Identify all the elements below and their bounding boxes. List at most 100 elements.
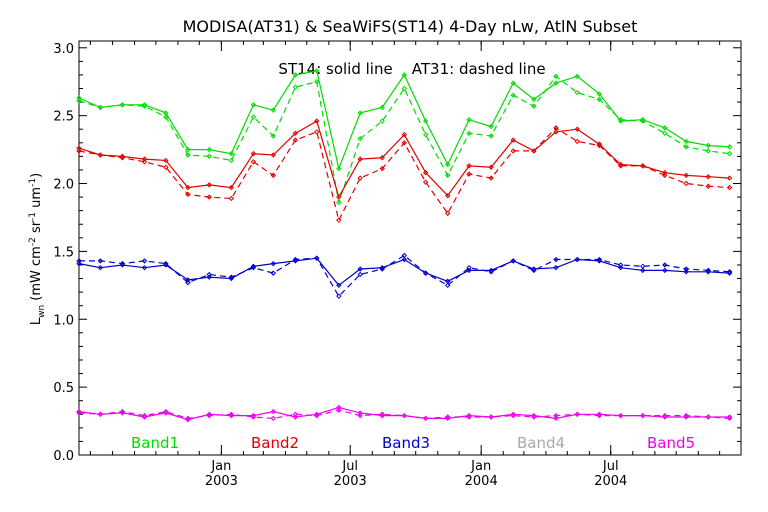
series-band1	[76, 68, 733, 206]
band2-dashed-point	[119, 155, 126, 161]
ylabel-rest2: sr	[29, 220, 44, 237]
legend-entry-band5: Band5	[647, 434, 695, 452]
legend-entry-band2: Band2	[251, 434, 299, 452]
band1-solid-point	[292, 72, 299, 78]
band3-dashed-point	[357, 271, 363, 278]
band3-dashed-point	[510, 258, 516, 264]
band5-dashed-point	[726, 415, 733, 422]
band1-dashed-point	[531, 103, 537, 109]
band1-dashed-point	[97, 104, 104, 111]
band2-dashed-point	[141, 159, 148, 165]
band3-solid-point	[640, 267, 646, 274]
band5-dashed-point	[617, 412, 624, 419]
band5-dashed-point	[206, 412, 212, 419]
band1-solid-point	[141, 102, 148, 108]
band2-dashed-point	[488, 175, 494, 181]
y-tick-label: 3.0	[53, 42, 74, 57]
band3-dashed-point	[185, 279, 191, 286]
band1-dashed-point	[617, 117, 624, 123]
x-tick-label-month: Jan	[210, 459, 231, 474]
band2-solid-point	[206, 182, 212, 188]
band1-dashed-point	[228, 157, 235, 164]
band2-solid-point	[662, 169, 668, 176]
band1-solid-point	[314, 68, 320, 74]
band3-dashed-point	[336, 293, 342, 299]
band5-dashed-point	[336, 407, 342, 413]
band5-dashed-point	[466, 414, 472, 420]
y-tick-label: 2.5	[53, 110, 74, 125]
band3-solid-point	[401, 256, 408, 263]
x-tick-label-month: Jul	[602, 459, 619, 474]
band2-solid-point	[336, 194, 342, 200]
band1-dashed-point	[270, 133, 277, 139]
band5-dashed-point	[314, 412, 320, 419]
band5-solid-point	[292, 414, 299, 420]
band1-dashed-point	[185, 152, 191, 158]
band2-solid-point	[617, 161, 624, 168]
band1-solid-point	[401, 72, 408, 78]
legend-entry-band3: Band3	[382, 434, 430, 452]
band1-solid-point	[185, 146, 191, 153]
band3-dashed-point	[141, 258, 148, 264]
band3-solid-point	[466, 267, 472, 274]
band5-solid-point	[206, 411, 212, 417]
band2-dashed-point	[76, 148, 82, 154]
band1-solid-point	[596, 91, 603, 97]
band2-dashed-point	[163, 164, 169, 170]
band5-dashed-point	[141, 412, 148, 419]
band1-solid-point	[422, 118, 429, 124]
band1-solid-point	[510, 80, 516, 86]
band3-solid-point	[617, 264, 624, 271]
band2-dashed-point	[314, 129, 320, 135]
band3-dashed-point	[401, 252, 408, 259]
band1-solid-point	[270, 107, 277, 113]
band3-solid-point	[662, 267, 668, 274]
y-tick-label: 0.0	[53, 449, 74, 464]
x-tick-label-year: 2004	[465, 474, 498, 489]
band3-dashed-point	[379, 266, 385, 272]
band5-solid-point	[510, 411, 516, 417]
band2-solid-point	[553, 129, 559, 135]
band5-dashed-point	[640, 412, 646, 419]
band2-dashed-point	[683, 180, 689, 187]
y-tick-label: 2.0	[53, 178, 74, 193]
band2-dashed-point	[466, 171, 472, 177]
ylabel-rest4: )	[29, 173, 44, 178]
band1-solid-point	[662, 125, 668, 131]
band1-solid-point	[574, 73, 580, 79]
band5-dashed-point	[662, 412, 668, 419]
band3-solid-line	[78, 257, 730, 287]
band2-solid-point	[76, 145, 82, 151]
band3-solid-point	[97, 264, 104, 271]
band5-dashed-point	[683, 412, 689, 419]
band2-solid-point	[314, 118, 320, 124]
band2-solid-point	[683, 172, 689, 179]
band1-dashed-point	[314, 79, 320, 85]
ylabel-rest1: (mW cm	[29, 246, 44, 305]
chart-annotation: ST14: solid line AT31: dashed line	[278, 60, 545, 78]
band2-dashed-point	[401, 140, 408, 146]
band5-dashed-point	[574, 411, 580, 417]
band2-dashed-point	[574, 138, 580, 145]
band2-solid-point	[445, 193, 451, 199]
y-tick-label: 1.5	[53, 245, 74, 260]
band1-dashed-point	[292, 84, 299, 90]
x-tick-label-month: Jan	[470, 459, 491, 474]
band2-solid-point	[270, 152, 277, 158]
band3-dashed-point	[228, 274, 235, 280]
band1-solid-point	[445, 161, 451, 168]
band5-dashed-point	[185, 415, 191, 422]
band3-solid-point	[141, 264, 148, 271]
band3-dashed-point	[466, 264, 472, 271]
band1-dashed-point	[163, 114, 169, 120]
chart-title: MODISA(AT31) & SeaWiFS(ST14) 4-Day nLw, …	[183, 17, 638, 36]
band2-solid-point	[185, 184, 191, 191]
x-tick-label-month: Jul	[341, 459, 358, 474]
band1-solid-point	[357, 110, 363, 116]
band2-dashed-point	[445, 210, 451, 217]
band3-dashed-point	[445, 282, 451, 289]
band2-dashed-point	[357, 175, 363, 181]
band1-dashed-point	[206, 153, 212, 160]
series-band5	[76, 404, 733, 423]
series-band3	[76, 252, 733, 299]
